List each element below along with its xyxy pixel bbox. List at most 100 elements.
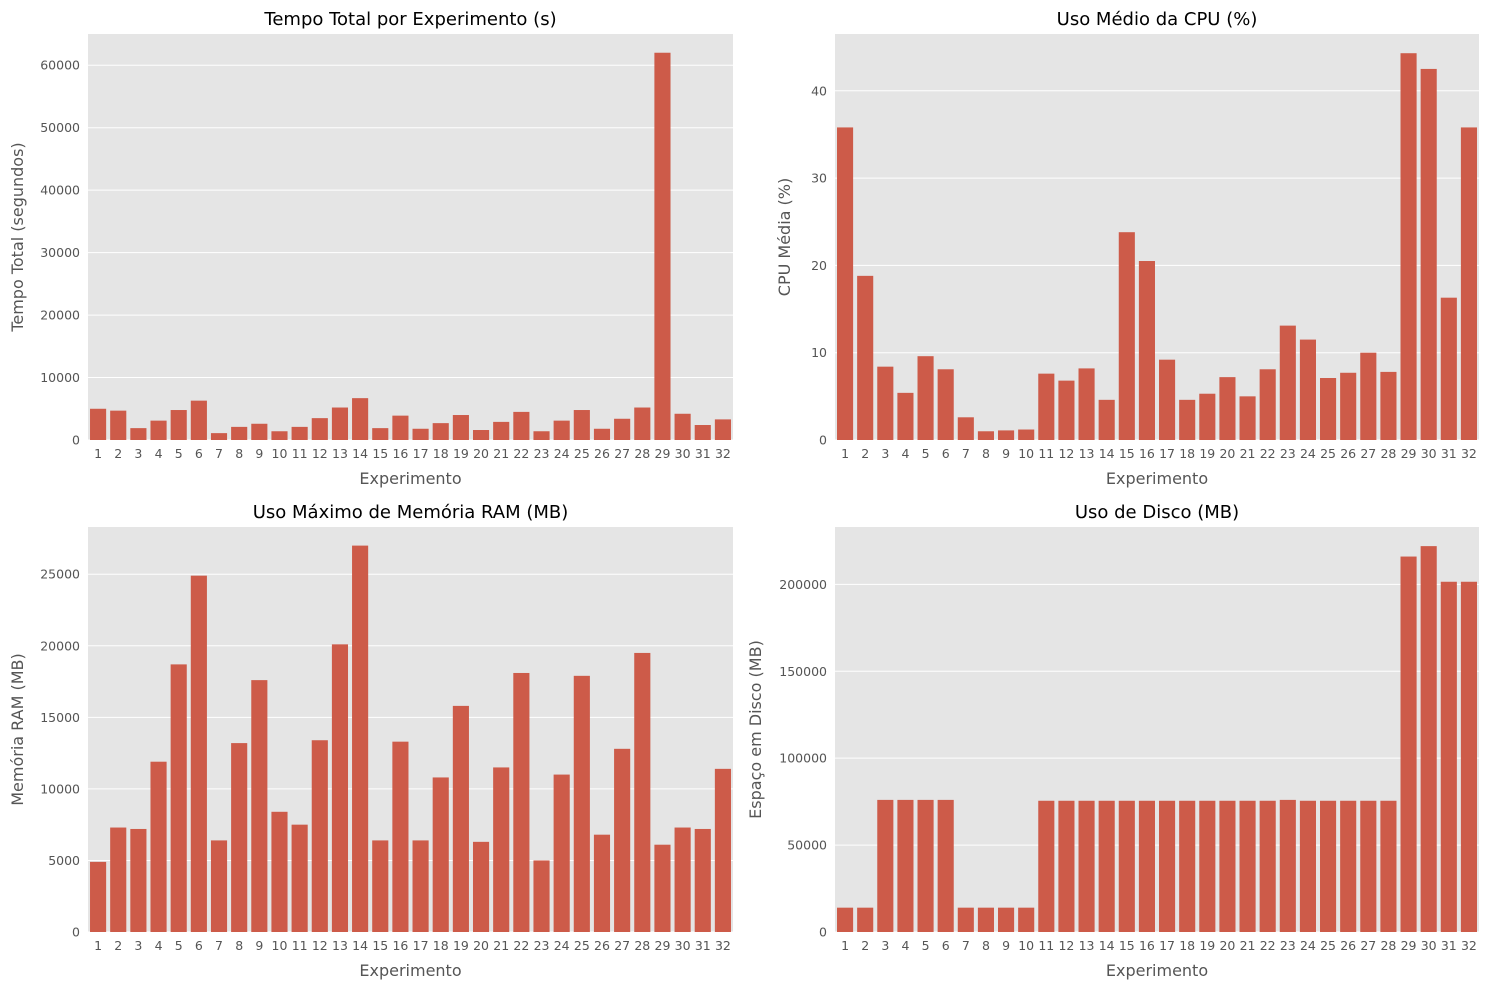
bar-experimento-6: [937, 799, 954, 932]
bar-experimento-30: [674, 413, 691, 440]
bar-experimento-20: [472, 841, 490, 932]
x-tick-label: 2: [114, 446, 122, 461]
bar-experimento-12: [1058, 380, 1075, 440]
x-tick-label: 14: [1099, 446, 1115, 461]
bar-experimento-26: [1340, 800, 1357, 932]
x-tick-label: 23: [1280, 446, 1296, 461]
bar-experimento-23: [1279, 325, 1296, 440]
bar-experimento-4: [150, 420, 167, 440]
bar-experimento-5: [917, 799, 934, 932]
y-tick-label: 40: [811, 83, 827, 98]
x-tick-label: 7: [215, 938, 223, 953]
bar-experimento-7: [210, 840, 228, 932]
bar-experimento-32: [1460, 127, 1477, 441]
x-tick-label: 20: [1219, 938, 1235, 953]
bar-experimento-10: [271, 811, 288, 932]
x-tick-label: 29: [655, 446, 671, 461]
x-tick-label: 20: [473, 446, 489, 461]
x-tick-label: 31: [695, 446, 711, 461]
bar-experimento-17: [1159, 359, 1176, 440]
x-tick-label: 11: [1038, 938, 1054, 953]
x-tick-label: 18: [433, 938, 449, 953]
x-tick-label: 18: [433, 446, 449, 461]
bar-experimento-4: [897, 392, 914, 440]
bar-experimento-20: [472, 430, 490, 440]
y-tick-label: 0: [72, 925, 80, 940]
x-tick-label: 6: [942, 938, 950, 953]
x-tick-label: 8: [982, 446, 990, 461]
bar-experimento-13: [1078, 368, 1095, 440]
x-tick-label: 16: [392, 938, 408, 953]
bar-experimento-29: [1400, 53, 1417, 440]
bar-experimento-9: [998, 907, 1015, 932]
x-tick-label: 3: [881, 938, 889, 953]
x-tick-label: 21: [1240, 938, 1256, 953]
x-tick-label: 15: [1119, 938, 1135, 953]
x-tick-label: 21: [493, 446, 509, 461]
bar-experimento-14: [352, 398, 369, 440]
x-tick-label: 12: [312, 446, 328, 461]
bar-experimento-32: [1460, 581, 1477, 932]
x-tick-label: 11: [1038, 446, 1054, 461]
y-tick-label: 5000: [48, 853, 80, 868]
bar-experimento-22: [1259, 800, 1276, 932]
x-tick-label: 3: [134, 938, 142, 953]
bar-experimento-9: [251, 423, 268, 440]
x-tick-label: 2: [861, 938, 869, 953]
bar-experimento-26: [593, 428, 611, 440]
bar-experimento-11: [1038, 373, 1055, 440]
chart-title: Uso Máximo de Memória RAM (MB): [253, 502, 569, 523]
bar-experimento-20: [1219, 800, 1236, 932]
x-tick-label: 13: [1079, 446, 1095, 461]
bar-experimento-11: [291, 426, 308, 440]
y-tick-label: 40000: [40, 183, 80, 198]
bar-experimento-26: [1340, 372, 1357, 440]
bar-experimento-14: [1098, 399, 1115, 440]
x-tick-label: 25: [574, 446, 590, 461]
y-axis-label: Espaço em Disco (MB): [746, 640, 765, 819]
bar-experimento-21: [1239, 396, 1256, 440]
x-tick-label: 9: [1002, 446, 1010, 461]
x-tick-label: 1: [94, 938, 102, 953]
x-tick-label: 5: [175, 938, 183, 953]
x-tick-label: 18: [1179, 938, 1195, 953]
bar-experimento-16: [1138, 261, 1155, 440]
bar-experimento-22: [1259, 369, 1276, 440]
x-tick-label: 24: [554, 938, 570, 953]
bar-experimento-23: [533, 860, 550, 932]
chart-title: Uso de Disco (MB): [1075, 502, 1239, 523]
x-tick-label: 31: [1441, 938, 1457, 953]
bar-experimento-15: [1118, 800, 1135, 932]
x-tick-label: 9: [1002, 938, 1010, 953]
x-tick-label: 6: [195, 446, 203, 461]
y-tick-label: 0: [819, 925, 827, 940]
y-tick-label: 50000: [40, 120, 80, 135]
x-tick-label: 29: [1401, 938, 1417, 953]
bar-experimento-29: [654, 844, 671, 932]
x-tick-label: 6: [195, 938, 203, 953]
x-tick-label: 14: [1099, 938, 1115, 953]
x-axis-label: Experimento: [1106, 961, 1208, 980]
bar-experimento-28: [1380, 800, 1397, 932]
x-tick-label: 23: [534, 938, 550, 953]
bar-experimento-6: [937, 369, 954, 440]
x-tick-label: 32: [715, 446, 731, 461]
chart-memoria-ram: 0 5000 10000 15000 20000 25000 1 2 3 4 5 6 7 8 9 10 11 12…: [0, 495, 745, 990]
bar-experimento-18: [1179, 399, 1196, 440]
x-tick-label: 17: [413, 446, 429, 461]
x-tick-label: 32: [715, 938, 731, 953]
x-tick-label: 1: [841, 938, 849, 953]
x-tick-label: 28: [634, 938, 650, 953]
bar-experimento-16: [1138, 800, 1155, 932]
y-tick-label: 60000: [40, 58, 80, 73]
x-tick-label: 26: [1340, 938, 1356, 953]
bar-experimento-10: [1018, 907, 1035, 932]
x-tick-label: 19: [453, 446, 469, 461]
bar-experimento-28: [634, 652, 651, 932]
bar-experimento-31: [694, 425, 711, 440]
x-tick-label: 9: [255, 938, 263, 953]
x-tick-label: 8: [235, 446, 243, 461]
y-tick-label: 20000: [40, 638, 80, 653]
bar-experimento-17: [412, 428, 429, 440]
